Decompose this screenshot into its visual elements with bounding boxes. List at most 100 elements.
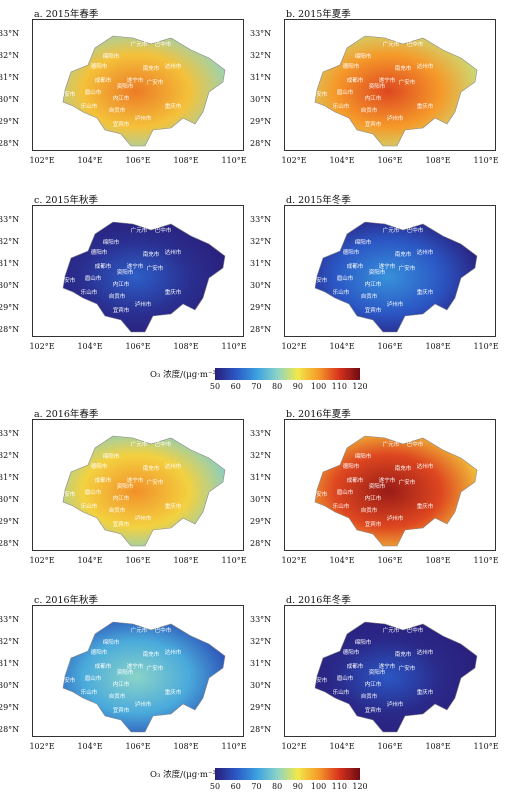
city-label: 广元市	[383, 440, 400, 448]
lat-tick-label: 33°N	[250, 429, 272, 438]
legend-2016: O₃ 浓度/(μg·m⁻³) 50 60 70 80 90 100 110 120	[0, 766, 509, 796]
city-label: 自贡市	[109, 106, 126, 114]
lat-tick-label: 31°N	[250, 659, 272, 668]
colorbar-tick-label: 90	[292, 382, 303, 391]
city-label: 巴中市	[407, 440, 424, 448]
city-label: 自贡市	[361, 692, 378, 700]
lon-tick-label: 110°E	[473, 742, 499, 751]
city-label: 巴中市	[407, 226, 424, 234]
city-label: 南充市	[143, 64, 160, 72]
city-label: 南充市	[395, 650, 412, 658]
lon-tick-label: 104°E	[329, 742, 355, 751]
city-label: 雅安市	[59, 676, 76, 684]
city-label: 雅安市	[59, 90, 76, 98]
colorbar-tick-label: 70	[251, 782, 262, 791]
city-label: 泸州市	[135, 114, 152, 122]
city-label: 遂宁市	[127, 662, 144, 670]
city-label: 广安市	[399, 264, 416, 272]
city-label: 眉山市	[85, 88, 102, 96]
lon-tick-label: 104°E	[77, 342, 103, 351]
lat-tick-label: 31°N	[250, 473, 272, 482]
city-label: 资阳市	[117, 82, 134, 90]
colorbar-tick-label: 120	[352, 782, 368, 791]
city-label: 重庆市	[165, 102, 182, 110]
lon-tick-label: 106°E	[377, 556, 403, 565]
city-label: 绵阳市	[103, 452, 120, 460]
study-region	[62, 35, 226, 147]
lon-tick-label: 110°E	[473, 342, 499, 351]
colorbar-tick-label: 50	[209, 782, 221, 791]
panel-title: b. 2015年夏季	[286, 9, 351, 20]
city-label: 泸州市	[387, 114, 404, 122]
city-label: 遂宁市	[379, 662, 396, 670]
lat-tick-label: 28°N	[0, 325, 20, 334]
study-region	[314, 621, 478, 733]
colorbar-tick-label: 120	[352, 382, 368, 391]
city-label: 眉山市	[337, 88, 354, 96]
city-label: 眉山市	[85, 274, 102, 282]
city-label: 达州市	[417, 648, 434, 656]
city-label: 雅安市	[311, 90, 328, 98]
colorbar-tick-label: 50	[209, 382, 221, 391]
study-region	[314, 35, 478, 147]
panel-title: d. 2015年冬季	[286, 195, 351, 206]
city-label: 南充市	[395, 464, 412, 472]
lon-tick-label: 102°E	[281, 342, 307, 351]
city-label: 达州市	[165, 248, 182, 256]
city-label: 资阳市	[369, 668, 386, 676]
city-label: 成都市	[347, 262, 364, 270]
city-label: 重庆市	[417, 102, 434, 110]
city-label: 绵阳市	[103, 638, 120, 646]
city-label: 资阳市	[117, 668, 134, 676]
city-label: 广安市	[147, 78, 164, 86]
city-label: 泸州市	[135, 700, 152, 708]
city-label: 乐山市	[81, 688, 98, 696]
study-region	[62, 435, 226, 547]
city-label: 广安市	[147, 664, 164, 672]
city-label: 广元市	[383, 626, 400, 634]
city-label: 宜宾市	[365, 520, 382, 528]
lat-tick-label: 30°N	[0, 495, 20, 504]
city-label: 南充市	[143, 250, 160, 258]
lat-tick-label: 33°N	[250, 215, 272, 224]
lon-tick-label: 104°E	[329, 556, 355, 565]
lat-tick-label: 30°N	[0, 281, 20, 290]
city-label: 成都市	[95, 662, 112, 670]
colorbar-tick-label: 80	[272, 782, 283, 791]
study-region	[314, 435, 478, 547]
lon-tick-label: 108°E	[173, 742, 199, 751]
lat-tick-label: 30°N	[250, 495, 272, 504]
city-label: 南充市	[395, 250, 412, 258]
lat-tick-label: 29°N	[0, 303, 20, 312]
lat-tick-label: 29°N	[250, 703, 272, 712]
lat-tick-label: 33°N	[250, 615, 272, 624]
study-region	[314, 221, 478, 333]
map-panel: b. 2015年夏季广元市 巴中市 绵阳市 德阳市 南充市 达州市 成都市 遂宁市 广安市 眉山市…	[250, 6, 502, 166]
city-label: 广元市	[131, 226, 148, 234]
city-label: 内江市	[365, 280, 382, 288]
lat-tick-label: 29°N	[0, 703, 20, 712]
city-label: 德阳市	[343, 462, 360, 470]
city-label: 乐山市	[333, 288, 350, 296]
lon-tick-label: 102°E	[281, 742, 307, 751]
colorbar-tick-label: 90	[292, 782, 303, 791]
city-label: 泸州市	[387, 300, 404, 308]
city-label: 眉山市	[337, 488, 354, 496]
city-label: 成都市	[347, 662, 364, 670]
lon-tick-label: 104°E	[77, 156, 103, 165]
city-label: 巴中市	[155, 40, 172, 48]
lon-tick-label: 102°E	[281, 156, 307, 165]
city-label: 乐山市	[333, 688, 350, 696]
city-label: 遂宁市	[379, 476, 396, 484]
city-label: 德阳市	[91, 462, 108, 470]
lat-tick-label: 28°N	[250, 139, 272, 148]
lon-tick-label: 104°E	[329, 342, 355, 351]
map-panel: d. 2015年冬季 广元市 巴中市 绵阳市 德阳市 南充市 达州市 成都市 遂宁市 广安市 眉山市…	[250, 192, 502, 352]
lat-tick-label: 32°N	[250, 237, 272, 246]
city-label: 广安市	[147, 478, 164, 486]
city-label: 广元市	[383, 226, 400, 234]
lon-tick-label: 110°E	[221, 156, 247, 165]
